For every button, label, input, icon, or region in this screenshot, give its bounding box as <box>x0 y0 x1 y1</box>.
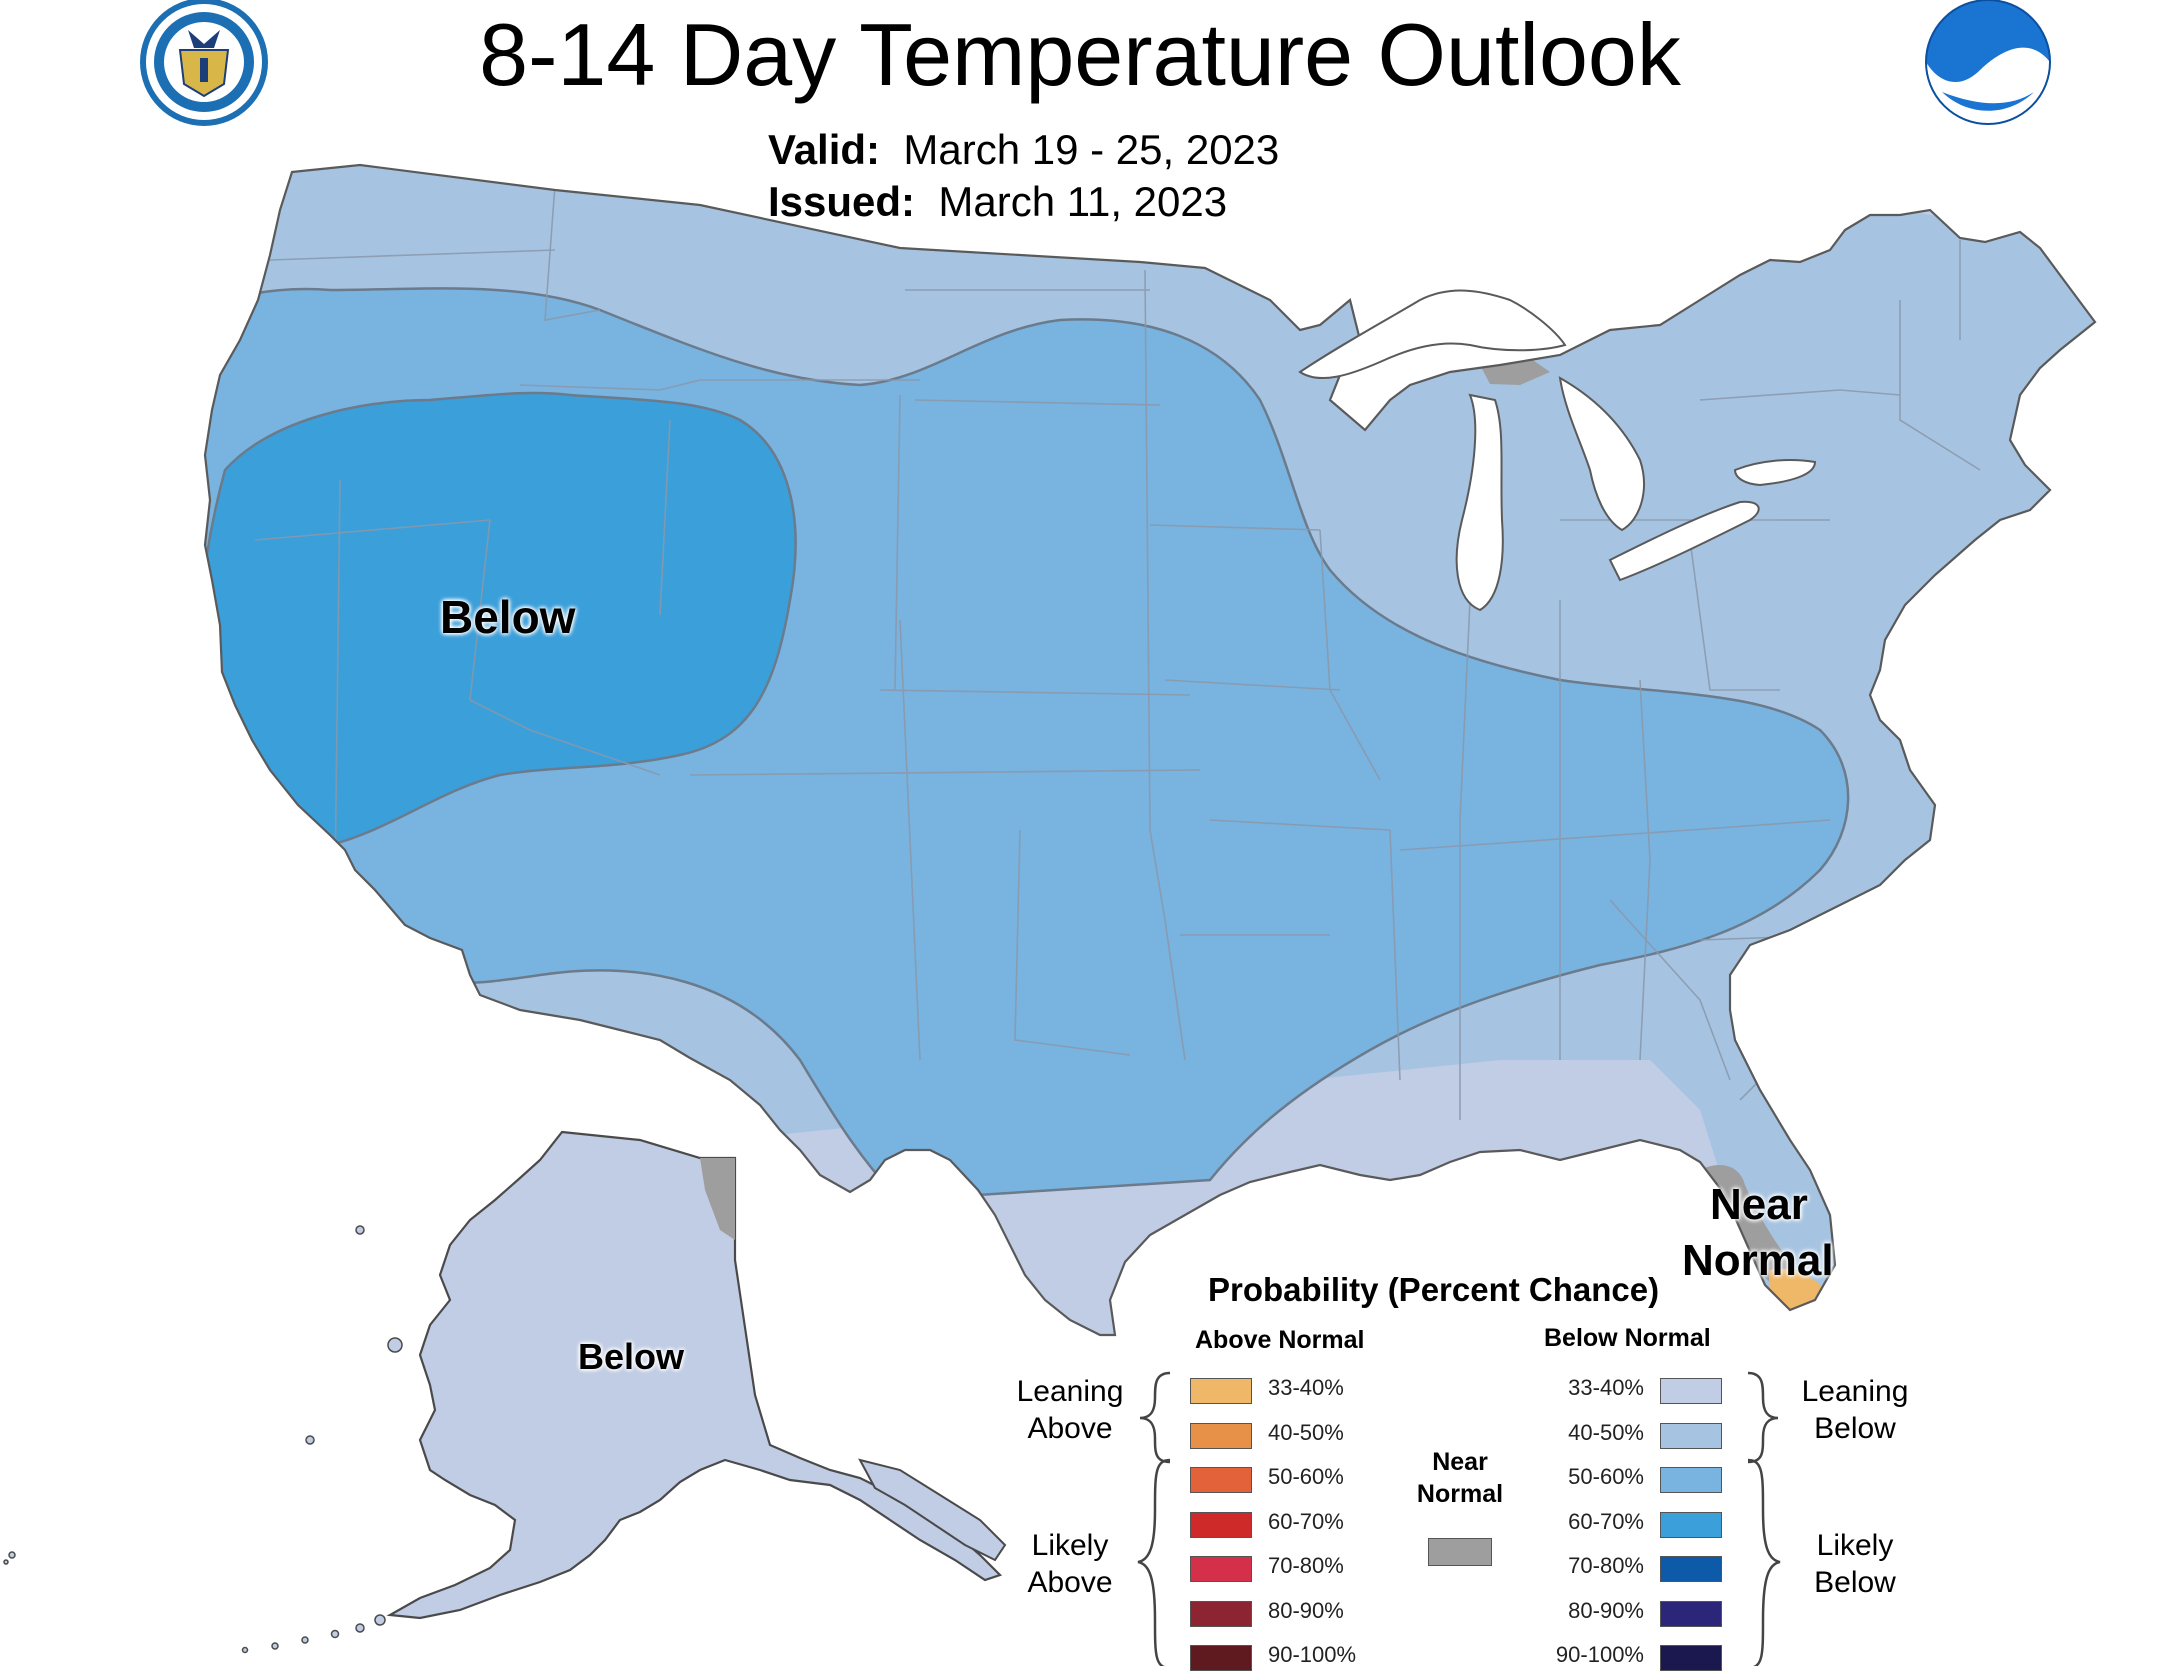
legend-swatch-below-5 <box>1660 1600 1722 1627</box>
lake-superior <box>1298 289 1567 380</box>
legend-swatch-below-1 <box>1660 1422 1722 1449</box>
legend-swatch-above-5 <box>1190 1600 1252 1627</box>
legend-swatch-below-2 <box>1660 1467 1722 1493</box>
alaska-near-normal <box>700 1158 735 1240</box>
legend-below-header: Below Normal <box>1544 1324 1711 1352</box>
issued-label: Issued: <box>768 178 916 225</box>
legend-above-header: Above Normal <box>1195 1326 1365 1354</box>
legend-swatch-near-normal <box>1428 1538 1492 1566</box>
valid-dates: March 19 - 25, 2023 <box>903 126 1280 173</box>
legend-likely-above: Likely Above <box>1027 1529 1113 1599</box>
legend-swatch-above-2 <box>1190 1467 1252 1493</box>
legend-leaning-below: Leaning Below <box>1801 1375 1909 1445</box>
noaa-logo-icon <box>1925 0 2051 125</box>
legend-swatch-above-4 <box>1190 1556 1252 1582</box>
legend-label-above-6: 90-100% <box>1268 1642 1357 1667</box>
legend-swatch-above-3 <box>1190 1511 1252 1538</box>
region-label-florida-near-normal: Near <box>1710 1178 1808 1232</box>
state-boundaries <box>254 184 1981 1120</box>
legend-label-below-5: 80-90% <box>1568 1597 1644 1623</box>
legend-label-above-3: 60-70% <box>1268 1508 1344 1534</box>
department-of-commerce-seal-icon <box>140 0 268 126</box>
legend-label-below-1: 40-50% <box>1568 1419 1644 1445</box>
legend-braces <box>1137 1371 1781 1666</box>
issued-date: March 11, 2023 <box>938 178 1228 225</box>
alaska-land <box>386 1130 1003 1620</box>
near-normal-line1: Near <box>1710 1180 1808 1229</box>
alaska <box>3 1130 1007 1654</box>
legend-swatch-below-6 <box>1660 1645 1722 1671</box>
legend-swatch-below-0 <box>1660 1378 1722 1404</box>
legend-label-above-5: 80-90% <box>1268 1597 1344 1623</box>
legend-label-below-0: 33-40% <box>1568 1375 1644 1400</box>
near-normal-line2: Normal <box>1682 1236 1834 1285</box>
lake-huron <box>1558 376 1645 532</box>
legend-label-above-2: 50-60% <box>1268 1464 1344 1489</box>
legend-swatch-below-3 <box>1660 1511 1722 1538</box>
issued-row: Issued: March 11, 2023 <box>768 176 1227 228</box>
conus-outline <box>203 163 2097 1337</box>
legend-likely-below: Likely Below <box>1814 1529 1896 1599</box>
legend-title: Probability (Percent Chance) <box>1208 1271 1660 1308</box>
legend-label-above-0: 33-40% <box>1268 1375 1344 1400</box>
alaska-panhandle <box>858 1458 1007 1562</box>
great-lakes <box>1298 289 1817 612</box>
legend-label-below-6: 90-100% <box>1555 1642 1644 1667</box>
valid-row: Valid: March 19 - 25, 2023 <box>768 124 1279 176</box>
legend-label-below-2: 50-60% <box>1568 1464 1644 1489</box>
lake-ontario <box>1733 459 1817 487</box>
lake-erie <box>1608 500 1760 582</box>
legend-leaning-above: Leaning Above <box>1016 1375 1124 1445</box>
legend-swatch-below-4 <box>1660 1556 1722 1582</box>
lake-michigan <box>1455 393 1504 612</box>
valid-label: Valid: <box>768 126 881 173</box>
legend-label-above-1: 40-50% <box>1268 1419 1344 1445</box>
legend-swatch-above-6 <box>1190 1645 1252 1671</box>
legend-near-header: Near Normal <box>1416 1448 1504 1508</box>
region-label-west-below: Below <box>440 591 576 643</box>
legend-swatch-above-0 <box>1190 1378 1252 1404</box>
legend-swatch-above-1 <box>1190 1422 1252 1449</box>
conus-probability-regions <box>205 165 2095 1335</box>
legend-label-below-4: 70-80% <box>1568 1553 1644 1578</box>
legend-label-above-4: 70-80% <box>1268 1553 1344 1578</box>
legend-label-below-3: 60-70% <box>1568 1508 1644 1534</box>
page-title: 8-14 Day Temperature Outlook <box>479 5 1681 104</box>
region-label-alaska-below: Below <box>578 1336 685 1377</box>
